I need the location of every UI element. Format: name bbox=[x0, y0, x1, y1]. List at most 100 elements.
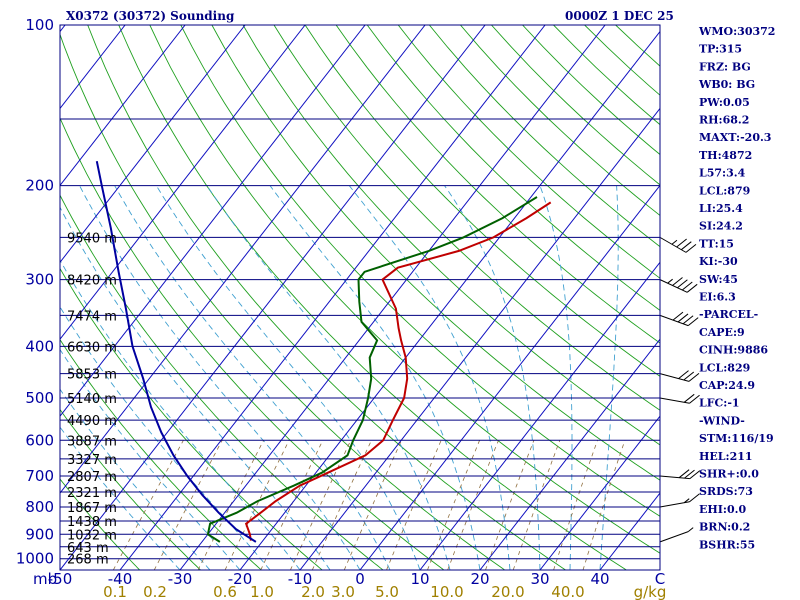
dry-adiabat bbox=[304, 25, 660, 377]
temperature-tick-label: -40 bbox=[108, 570, 133, 588]
index-item: EHI:0.0 bbox=[699, 503, 746, 516]
temperature-tick-label: -50 bbox=[48, 570, 73, 588]
mixing-ratio-line bbox=[427, 440, 480, 570]
moist-adiabat bbox=[114, 185, 391, 570]
index-item: STM:116/19 bbox=[699, 432, 774, 445]
isotherms bbox=[60, 25, 660, 570]
pressure-tick-label: 500 bbox=[25, 389, 54, 407]
height-label: 2321 m bbox=[67, 486, 117, 501]
mixing-ratio-line bbox=[447, 440, 499, 570]
pressure-axis: 100 200 300 400 500 600 700 800 900 1000 bbox=[16, 16, 54, 568]
height-label: 4490 m bbox=[67, 414, 117, 429]
mixing-ratio-tick-label: 0.1 bbox=[103, 583, 127, 600]
dry-adiabat bbox=[60, 116, 445, 570]
index-item: TT:15 bbox=[699, 237, 734, 250]
height-labels: 9540 m 8420 m 7474 m 6630 m 5853 m 5140 m 4490… bbox=[67, 231, 117, 567]
dry-adiabat bbox=[428, 25, 660, 248]
wind-barb-flag bbox=[677, 279, 688, 289]
moist-adiabat bbox=[79, 185, 361, 570]
isotherm-line bbox=[60, 25, 66, 33]
pressure-tick-label: 1000 bbox=[16, 550, 54, 568]
indices-panel: WMO:30372 TP:315 FRZ: BG WB0: BG PW:0.05 RH:6… bbox=[698, 25, 775, 551]
dry-adiabat bbox=[60, 478, 141, 570]
isotherm-line bbox=[419, 261, 660, 570]
temperature-tick-label: 0 bbox=[355, 570, 365, 588]
index-item: -PARCEL- bbox=[699, 308, 758, 321]
isotherm-line bbox=[60, 25, 306, 341]
temperature-tick-label: 20 bbox=[470, 570, 489, 588]
index-item: TP:315 bbox=[699, 43, 742, 56]
pressure-tick-label: 200 bbox=[25, 177, 54, 195]
wind-barb bbox=[659, 373, 690, 382]
dry-adiabat bbox=[60, 408, 201, 570]
mixing-ratio-line bbox=[553, 440, 598, 570]
isotherm-line bbox=[60, 25, 486, 570]
moist-adiabat bbox=[539, 185, 573, 570]
mixing-ratio-tick-label: 0.6 bbox=[213, 583, 237, 600]
pressure-tick-label: 800 bbox=[25, 498, 54, 516]
height-label: 6630 m bbox=[67, 340, 117, 355]
dry-adiabat bbox=[491, 25, 660, 186]
index-item: HEL:211 bbox=[699, 450, 753, 463]
dry-adiabat bbox=[553, 25, 660, 126]
dry-adiabats bbox=[60, 25, 660, 570]
mixing-ratio-tick-label: 0.2 bbox=[143, 583, 167, 600]
index-item: WB0: BG bbox=[698, 78, 755, 91]
wind-barb-flag bbox=[676, 238, 687, 248]
temperature-tick-label: 30 bbox=[530, 570, 549, 588]
index-item: BSHR:55 bbox=[699, 538, 755, 551]
index-item: TH:4872 bbox=[699, 149, 752, 162]
mixing-ratio-line bbox=[260, 440, 324, 570]
dry-adiabat bbox=[180, 25, 660, 517]
index-item: SRDS:73 bbox=[699, 485, 753, 498]
profile-line-1 bbox=[206, 196, 538, 543]
mixing-ratio-line bbox=[153, 440, 223, 570]
mixing-ratio-line bbox=[112, 440, 184, 570]
pressure-tick-label: 900 bbox=[25, 525, 54, 543]
height-label: 1867 m bbox=[67, 501, 117, 516]
index-item: SHR+:0.0 bbox=[699, 468, 759, 481]
height-label: 2807 m bbox=[67, 470, 117, 485]
dry-adiabat bbox=[118, 25, 627, 570]
index-item: L57:3.4 bbox=[699, 167, 746, 180]
temperature-tick-label: 40 bbox=[590, 570, 609, 588]
index-item: EI:6.3 bbox=[699, 291, 736, 304]
wind-barb-flag bbox=[672, 277, 683, 286]
height-label: 3327 m bbox=[67, 453, 117, 468]
mixing-ratio-tick-label: 20.0 bbox=[491, 583, 524, 600]
dry-adiabat bbox=[397, 25, 660, 279]
moist-adiabat bbox=[599, 185, 619, 570]
height-label: 3887 m bbox=[67, 434, 117, 449]
wind-barb-flag bbox=[680, 241, 692, 251]
index-item: CAP:24.9 bbox=[699, 379, 755, 392]
dry-adiabat bbox=[87, 25, 566, 570]
wind-barb-flag bbox=[685, 243, 697, 253]
index-item: FRZ: BG bbox=[699, 60, 751, 73]
mixing-ratio-line bbox=[582, 440, 626, 570]
wind-barbs bbox=[659, 236, 701, 543]
dry-adiabat bbox=[211, 25, 660, 481]
index-item: LI:25.4 bbox=[699, 202, 743, 215]
wind-barb-flag bbox=[689, 493, 700, 503]
index-item: CINH:9886 bbox=[699, 344, 768, 357]
moist-adiabat bbox=[444, 185, 541, 570]
dry-adiabat bbox=[60, 33, 505, 570]
height-label: 643 m bbox=[67, 541, 109, 556]
pressure-tick-label: 600 bbox=[25, 431, 54, 449]
isotherm-line bbox=[179, 25, 606, 570]
wind-barb-flag bbox=[683, 371, 695, 381]
wind-barb-half bbox=[671, 239, 678, 245]
moist-adiabat bbox=[206, 185, 451, 570]
temperature-axis: mb-50 -40 -30 -20 -10 0 10 20 30 40 C bbox=[33, 570, 665, 588]
wind-barb-flag bbox=[682, 315, 694, 325]
pressure-tick-label: 300 bbox=[25, 271, 54, 289]
isotherm-line bbox=[539, 415, 660, 570]
dry-adiabat bbox=[149, 25, 660, 554]
mixing-ratio-tick-label: 2.0 bbox=[301, 583, 325, 600]
wind-barb-half bbox=[667, 278, 673, 284]
mb-unit-label: mb bbox=[33, 570, 57, 588]
dry-adiabat bbox=[60, 194, 384, 570]
pressure-tick-label: 400 bbox=[25, 337, 54, 355]
index-item: RH:68.2 bbox=[699, 114, 749, 127]
height-label: 1438 m bbox=[67, 515, 117, 530]
